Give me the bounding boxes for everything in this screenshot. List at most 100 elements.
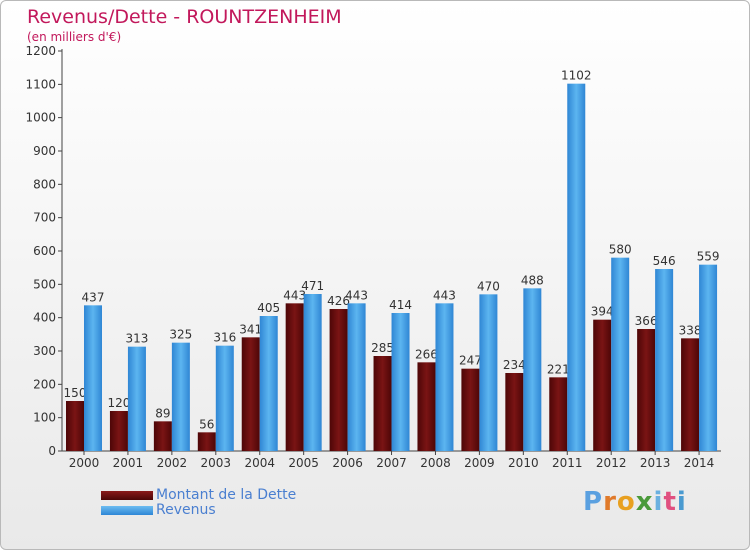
revenue-bar-label: 414 — [389, 298, 412, 312]
logo-letter: i — [653, 487, 664, 517]
logo-letter: x — [635, 487, 654, 517]
revenue-bar — [303, 294, 322, 451]
x-tick-label: 2012 — [596, 456, 627, 470]
y-tick-label: 1200 — [25, 44, 56, 58]
revenue-bar — [84, 305, 102, 451]
debt-bar — [593, 319, 612, 451]
y-tick-label: 500 — [33, 277, 56, 291]
y-tick-label: 1100 — [25, 77, 56, 91]
legend-swatch-debt — [101, 491, 153, 500]
debt-bar — [197, 432, 216, 451]
revenue-bar — [347, 303, 366, 451]
logo-letter: i — [676, 487, 687, 517]
x-tick-label: 2004 — [244, 456, 275, 470]
revenue-bar — [435, 303, 454, 451]
debt-bar-label: 247 — [459, 354, 482, 368]
debt-bar-label: 426 — [327, 294, 350, 308]
revenue-bar-label: 559 — [697, 250, 720, 264]
debt-bar — [461, 368, 480, 451]
debt-bar — [329, 309, 348, 451]
debt-bar-label: 120 — [107, 396, 130, 410]
legend-label-revenue: Revenus — [156, 502, 216, 518]
y-tick-label: 400 — [33, 311, 56, 325]
debt-bar — [549, 377, 568, 451]
revenue-bar — [479, 294, 498, 451]
debt-bar — [66, 401, 84, 451]
y-tick-label: 800 — [33, 177, 56, 191]
y-tick-label: 600 — [33, 244, 56, 258]
logo-letter: o — [616, 487, 636, 517]
y-tick-label: 200 — [33, 377, 56, 391]
debt-bar-label: 443 — [283, 288, 306, 302]
logo-letter: r — [603, 487, 617, 517]
debt-bar-label: 89 — [155, 406, 170, 420]
debt-bar — [241, 337, 260, 451]
legend-label-debt: Montant de la Dette — [156, 487, 297, 503]
x-tick-label: 2010 — [508, 456, 539, 470]
revenue-bar-label: 316 — [213, 331, 236, 345]
debt-bar — [109, 411, 128, 451]
debt-bar — [681, 338, 700, 451]
revenue-bar — [391, 313, 410, 451]
chart-subtitle: (en milliers d'€) — [27, 30, 122, 44]
y-tick-label: 0 — [48, 444, 56, 458]
revenue-bar-label: 405 — [257, 301, 280, 315]
revenue-bar-label: 471 — [301, 279, 324, 293]
revenue-bar — [523, 288, 542, 451]
revenue-bar-label: 470 — [477, 279, 500, 293]
revenue-bar-label: 325 — [169, 328, 192, 342]
y-tick-label: 1000 — [25, 111, 56, 125]
revenue-bar-label: 580 — [609, 243, 632, 257]
debt-bar — [373, 356, 392, 451]
y-tick-label: 300 — [33, 344, 56, 358]
debt-bar — [505, 373, 524, 451]
debt-bar — [285, 303, 304, 451]
revenue-bar — [259, 316, 278, 451]
revenue-bar-label: 1102 — [561, 69, 592, 83]
x-tick-label: 2006 — [332, 456, 363, 470]
debt-bar-label: 56 — [199, 417, 214, 431]
legend-swatch-revenue — [101, 506, 153, 515]
x-tick-label: 2011 — [552, 456, 583, 470]
debt-bar-label: 221 — [547, 362, 570, 376]
x-tick-label: 2013 — [640, 456, 671, 470]
debt-bar-label: 338 — [679, 323, 702, 337]
revenue-bar-label: 443 — [433, 288, 456, 302]
logo-letter: t — [663, 487, 677, 517]
chart-title: Revenus/Dette - ROUNTZENHEIM — [27, 6, 342, 28]
debt-bar-label: 234 — [503, 358, 526, 372]
x-tick-label: 2008 — [420, 456, 451, 470]
x-tick-label: 2003 — [201, 456, 232, 470]
revenue-bar-label: 443 — [345, 288, 368, 302]
revenue-bar — [699, 264, 718, 451]
revenue-bar — [171, 342, 190, 451]
x-tick-label: 2005 — [288, 456, 319, 470]
y-tick-label: 700 — [33, 211, 56, 225]
y-tick-label: 900 — [33, 144, 56, 158]
revenue-bar-label: 488 — [521, 273, 544, 287]
revenue-bar — [655, 269, 674, 451]
revenue-bar-label: 313 — [125, 332, 148, 346]
revenue-bar — [215, 345, 234, 451]
debt-bar-label: 150 — [64, 386, 87, 400]
debt-bar-label: 341 — [239, 322, 262, 336]
revenue-bar-label: 437 — [82, 290, 105, 304]
debt-bar-label: 394 — [591, 305, 614, 319]
x-tick-label: 2007 — [376, 456, 407, 470]
y-tick-label: 100 — [33, 411, 56, 425]
x-tick-label: 2000 — [69, 456, 100, 470]
debt-bar — [417, 362, 436, 451]
revenue-bar — [611, 257, 630, 451]
logo-letter: P — [583, 487, 604, 517]
revenue-bar — [567, 83, 586, 452]
debt-bar — [153, 421, 172, 451]
debt-bar-label: 266 — [415, 347, 438, 361]
proxiti-logo: Proxiti — [583, 487, 687, 517]
revenue-bar — [127, 346, 146, 451]
revenue-bar-label: 546 — [653, 254, 676, 268]
x-tick-label: 2002 — [157, 456, 188, 470]
debt-bar-label: 285 — [371, 341, 394, 355]
x-tick-label: 2001 — [113, 456, 144, 470]
